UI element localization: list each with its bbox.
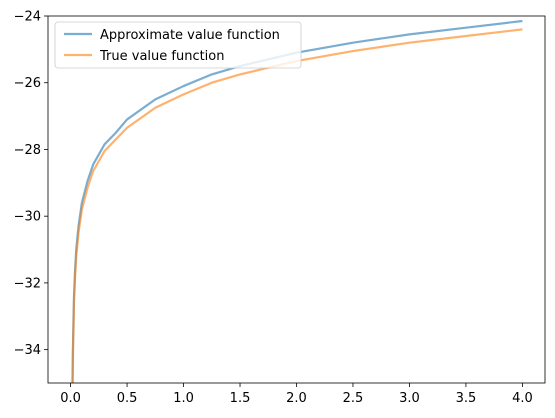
legend-label-true: True value function bbox=[99, 49, 225, 64]
series-line-true bbox=[71, 28, 523, 383]
legend-box bbox=[54, 21, 302, 69]
x-tick-label: 4.0 bbox=[512, 391, 533, 406]
x-tick-label: 0.0 bbox=[60, 391, 81, 406]
legend: Approximate value function True value fu… bbox=[54, 21, 302, 69]
x-tick-label: 0.5 bbox=[117, 391, 138, 406]
x-tick-label: 1.0 bbox=[173, 391, 194, 406]
y-tick-label: −30 bbox=[14, 210, 41, 225]
x-tick-label: 2.0 bbox=[286, 391, 307, 406]
y-tick-label: −28 bbox=[14, 143, 41, 158]
y-tick-label: −32 bbox=[14, 276, 41, 291]
y-tick-label: −26 bbox=[14, 76, 41, 91]
y-tick-label: −24 bbox=[14, 10, 41, 25]
y-tick-label: −34 bbox=[14, 343, 41, 358]
legend-label-approximate: Approximate value function bbox=[100, 28, 280, 43]
x-tick-label: 1.5 bbox=[230, 391, 251, 406]
x-tick-label: 3.0 bbox=[399, 391, 420, 406]
x-tick-label: 3.5 bbox=[456, 391, 477, 406]
x-tick-label: 2.5 bbox=[343, 391, 364, 406]
plot-area bbox=[48, 16, 545, 383]
